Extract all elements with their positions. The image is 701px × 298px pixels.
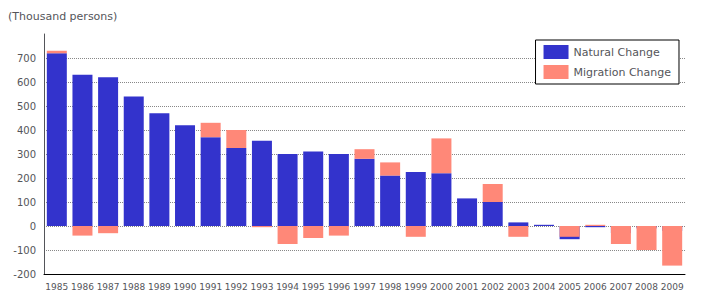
svg-text:1996: 1996 [327,282,350,292]
svg-text:1997: 1997 [353,282,376,292]
svg-text:400: 400 [17,125,36,136]
svg-text:2001: 2001 [456,282,479,292]
svg-text:2008: 2008 [635,282,658,292]
svg-text:1989: 1989 [148,282,171,292]
svg-text:1995: 1995 [302,282,325,292]
svg-text:700: 700 [17,53,36,64]
svg-text:1990: 1990 [174,282,197,292]
svg-text:Natural Change: Natural Change [574,46,660,59]
svg-text:1985: 1985 [45,282,68,292]
svg-text:1992: 1992 [225,282,248,292]
svg-text:1993: 1993 [250,282,273,292]
svg-text:2000: 2000 [430,282,453,292]
svg-text:1998: 1998 [379,282,402,292]
svg-text:2005: 2005 [558,282,581,292]
svg-text:1988: 1988 [122,282,145,292]
svg-text:1994: 1994 [276,282,299,292]
svg-text:100: 100 [17,197,36,208]
svg-text:2007: 2007 [609,282,632,292]
svg-text:1987: 1987 [97,282,120,292]
svg-text:2009: 2009 [661,282,684,292]
svg-text:1999: 1999 [404,282,427,292]
svg-text:300: 300 [17,149,36,160]
svg-text:200: 200 [17,173,36,184]
svg-text:(Thousand persons): (Thousand persons) [8,10,117,23]
svg-text:600: 600 [17,77,36,88]
svg-text:0: 0 [30,221,36,232]
svg-text:2004: 2004 [533,282,556,292]
svg-text:-100: -100 [13,245,36,256]
svg-text:-200: -200 [13,269,36,280]
svg-text:500: 500 [17,101,36,112]
svg-text:2002: 2002 [481,282,504,292]
svg-text:Migration Change: Migration Change [574,66,672,79]
svg-text:1986: 1986 [71,282,94,292]
svg-text:2003: 2003 [507,282,530,292]
svg-text:1991: 1991 [199,282,222,292]
svg-text:2006: 2006 [584,282,607,292]
